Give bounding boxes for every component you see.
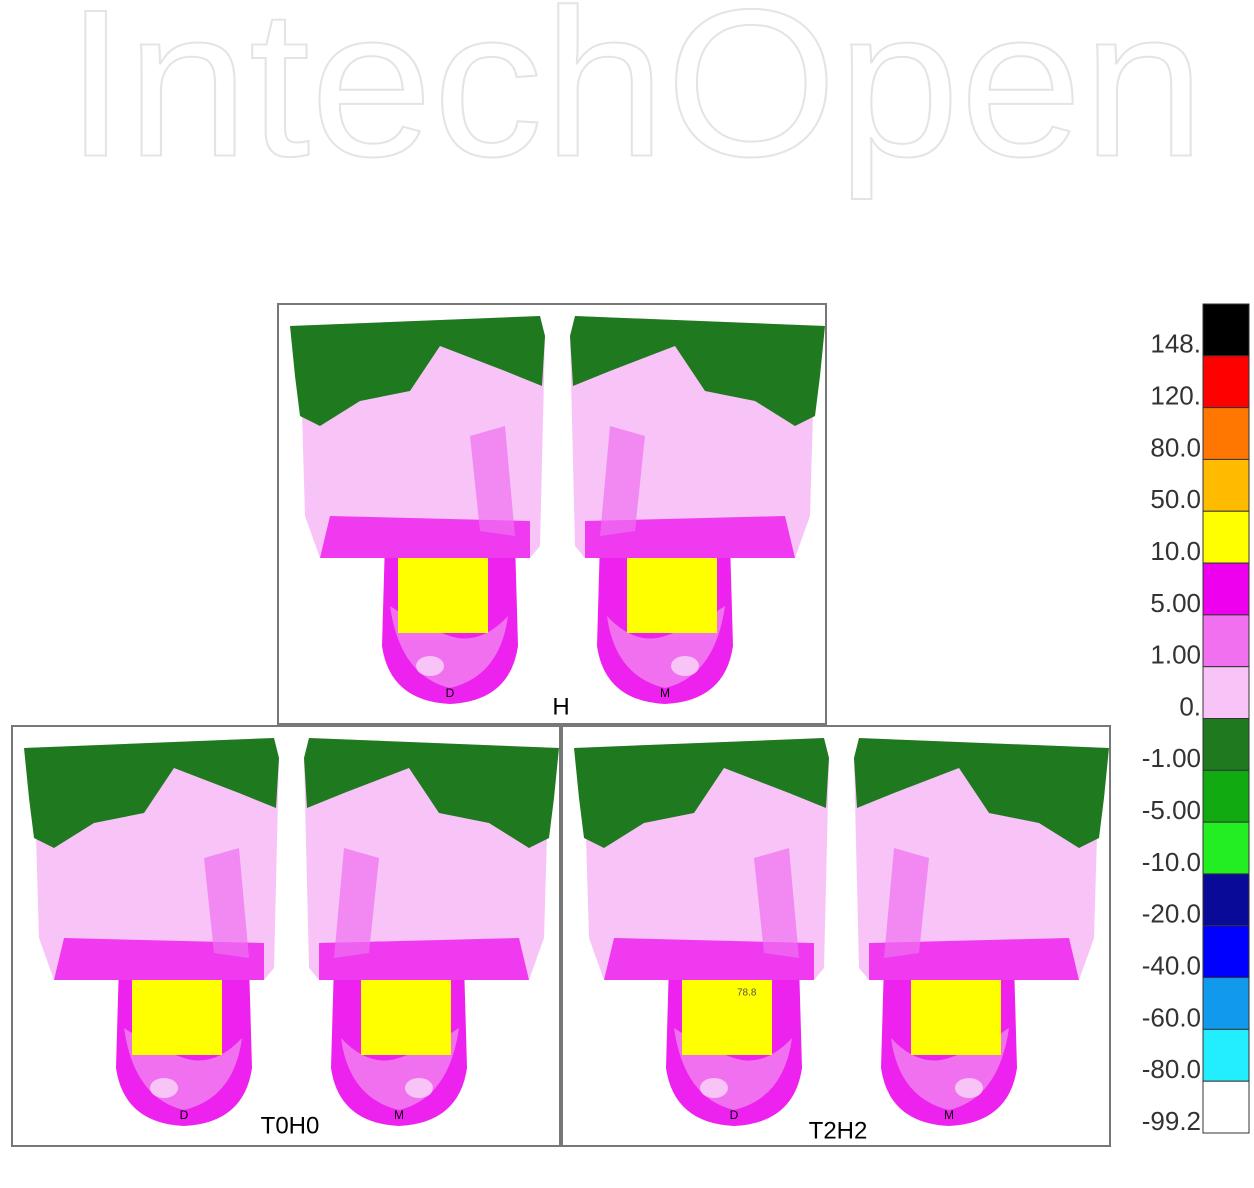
legend-swatch <box>1203 356 1249 408</box>
root-spot <box>416 656 444 676</box>
legend-swatch <box>1203 408 1249 460</box>
tooth-label: D <box>180 1108 189 1122</box>
legend-swatch <box>1203 615 1249 667</box>
watermark: IntechOpen <box>65 0 1205 200</box>
tooth-label: D <box>446 686 455 700</box>
legend-swatch <box>1203 770 1249 822</box>
legend-label: -10.0 <box>1142 847 1201 877</box>
legend-label: 120. <box>1150 381 1201 411</box>
tooth-label: M <box>394 1108 404 1122</box>
root-core <box>398 548 488 633</box>
legend-label: 5.00 <box>1150 588 1201 618</box>
root-spot <box>700 1078 728 1098</box>
legend-swatch <box>1203 304 1249 356</box>
root-spot <box>671 656 699 676</box>
legend-label: -5.00 <box>1142 795 1201 825</box>
root-core <box>361 970 451 1055</box>
root-core <box>132 970 222 1055</box>
root-core <box>627 548 717 633</box>
root-core <box>682 970 772 1055</box>
legend-swatch <box>1203 1081 1249 1133</box>
legend-label: 1.00 <box>1150 640 1201 670</box>
legend-label: -40.0 <box>1142 950 1201 980</box>
legend-swatch <box>1203 1029 1249 1081</box>
legend-label: 148. <box>1150 329 1201 359</box>
legend-label: 50.0 <box>1150 484 1201 514</box>
legend-swatch <box>1203 978 1249 1030</box>
root-spot <box>955 1078 983 1098</box>
tooth-label: D <box>730 1108 739 1122</box>
annotation: 78.8 <box>737 988 757 999</box>
legend-swatch <box>1203 874 1249 926</box>
legend-swatch <box>1203 822 1249 874</box>
legend-label: -20.0 <box>1142 899 1201 929</box>
legend-label: -80.0 <box>1142 1054 1201 1084</box>
legend-swatch <box>1203 926 1249 978</box>
panel-label: H <box>552 693 569 720</box>
legend-label: -60.0 <box>1142 1002 1201 1032</box>
panel-label: T0H0 <box>261 1112 320 1139</box>
panel-label: T2H2 <box>809 1117 868 1144</box>
panel: D M T0H0 <box>12 726 560 1146</box>
legend-swatch <box>1203 719 1249 771</box>
tooth-label: M <box>944 1108 954 1122</box>
legend-label: 10.0 <box>1150 536 1201 566</box>
figure: IntechOpen D M H D M T0H0 D M T2H2 78.8 148. 120. 8… <box>0 0 1254 1183</box>
tooth-label: M <box>660 686 670 700</box>
legend-label: 0. <box>1179 691 1201 721</box>
legend-label: -99.2 <box>1142 1106 1201 1136</box>
legend-label: -1.00 <box>1142 743 1201 773</box>
panel: D M T2H2 78.8 <box>562 726 1110 1146</box>
root-spot <box>150 1078 178 1098</box>
legend-swatch <box>1203 511 1249 563</box>
root-core <box>911 970 1001 1055</box>
legend-label: 80.0 <box>1150 432 1201 462</box>
legend-swatch <box>1203 563 1249 615</box>
legend-swatch <box>1203 459 1249 511</box>
root-spot <box>405 1078 433 1098</box>
legend-swatch <box>1203 667 1249 719</box>
